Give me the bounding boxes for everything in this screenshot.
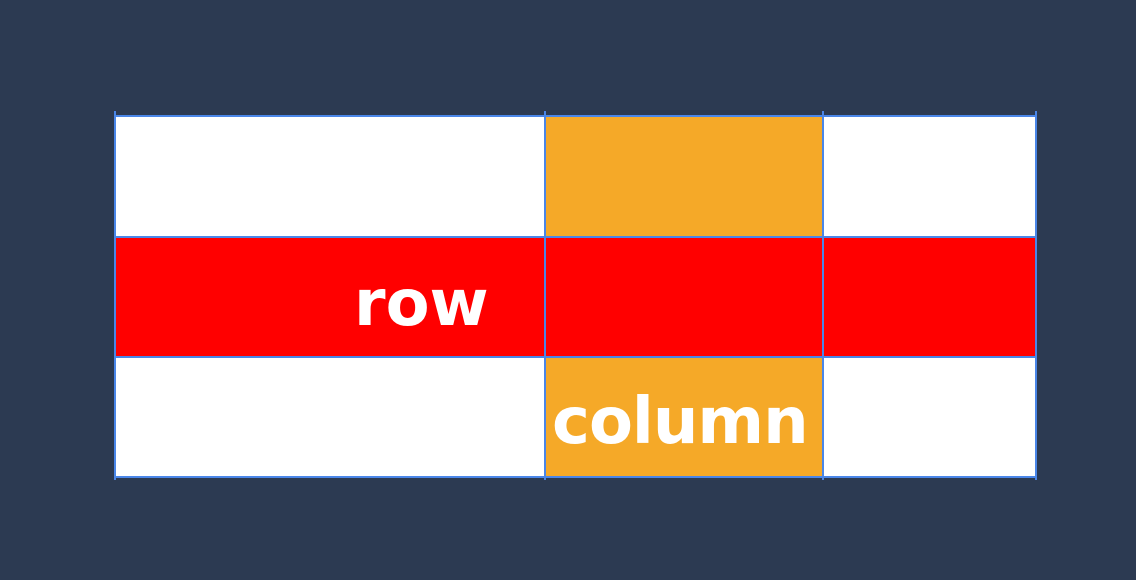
grid-diagram: row column <box>114 111 1037 480</box>
grid-line-col-2 <box>822 111 824 480</box>
column-cell-bottom <box>545 357 823 478</box>
column-label: column <box>552 385 809 459</box>
grid-line-right <box>1035 111 1037 480</box>
grid-line-row-1 <box>114 236 1037 238</box>
grid-line-col-1 <box>544 111 546 480</box>
grid-line-left <box>114 111 116 480</box>
grid-line-row-2 <box>114 356 1037 358</box>
row-highlight <box>114 236 1035 357</box>
grid-line-bottom <box>114 476 1037 478</box>
row-label: row <box>354 267 489 341</box>
column-cell-top <box>545 115 823 236</box>
grid-line-top <box>114 115 1037 117</box>
